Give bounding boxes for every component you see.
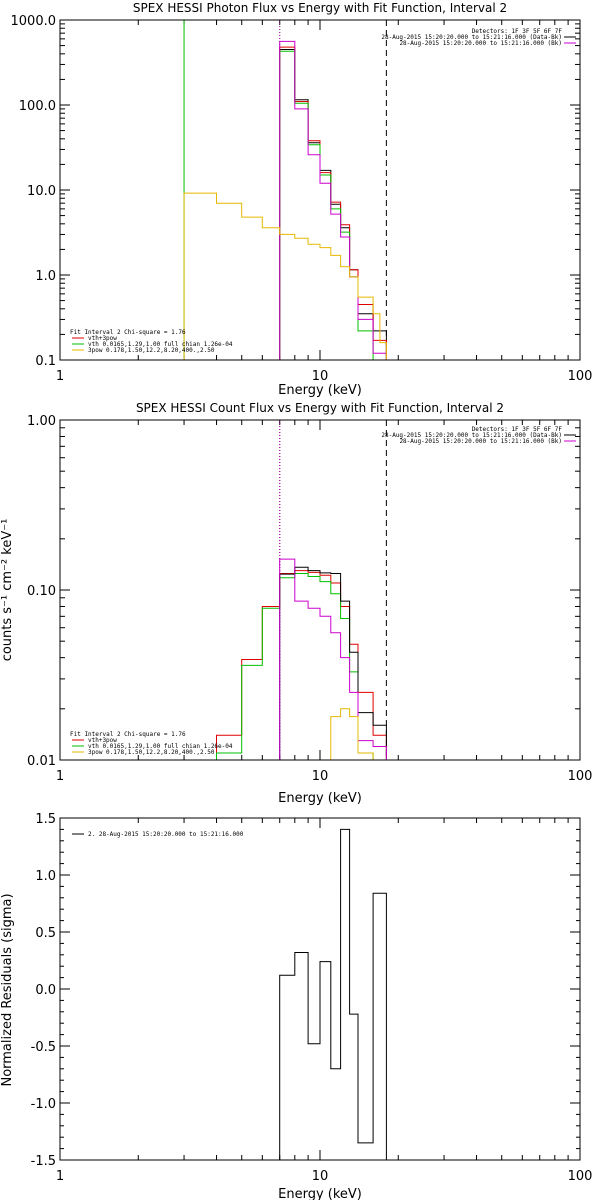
panel-2-legend-label: Fit Interval 2 Chi-square = 1.76 [70, 731, 186, 738]
series-line [279, 828, 387, 1160]
series-line [279, 50, 387, 361]
y-tick-label: 0.5 [35, 926, 56, 941]
panel-2-info-line: 28-Aug-2015 15:20:20.000 to 15:21:16.000… [381, 432, 562, 439]
panel-2-legend-label: 3pow 0.178,1.50,12.2,8.20,400.,2.50 [88, 749, 215, 756]
y-tick-label: 1.0 [35, 869, 56, 884]
panel-1-info-line: 28-Aug-2015 15:20:20.000 to 15:21:16.000… [381, 34, 562, 41]
y-tick-label: -0.5 [31, 1040, 56, 1055]
y-tick-label: 1.5 [35, 812, 56, 827]
y-tick-label: 0.01 [27, 754, 56, 769]
panel-3-xlabel: Energy (keV) [278, 1187, 362, 1200]
panel-3-legend: 2. 28-Aug-2015 15:20:20.000 to 15:21:16.… [72, 831, 244, 838]
panel-2-info-block: Detectors: 1F 3F 5F 6F 7F 28-Aug-2015 15… [381, 426, 576, 445]
panel-2-tick-group: 1 10 100 0.01 0.10 1.00 [27, 414, 592, 784]
x-tick-label: 10 [312, 769, 329, 784]
residuals-panel: Energy (keV) Normalized Residuals (sigma… [0, 812, 592, 1200]
panel-1-xlabel: Energy (keV) [278, 383, 362, 398]
y-tick-label: -1.5 [31, 1154, 56, 1169]
panel-3-legend-label: 2. 28-Aug-2015 15:20:20.000 to 15:21:16.… [88, 831, 244, 838]
series-line [330, 708, 387, 761]
panel-2-ylabel: counts s⁻¹ cm⁻² keV⁻¹ [0, 519, 15, 662]
series-line [279, 49, 387, 360]
panel-2-frame [59, 419, 581, 761]
panel-2-title: SPEX HESSI Count Flux vs Energy with Fit… [136, 401, 504, 415]
y-tick-label: 0.10 [27, 584, 56, 599]
panel-1-info-block: Detectors: 1F 3F 5F 6F 7F 28-Aug-2015 15… [381, 28, 576, 47]
panel-2-legend: Fit Interval 2 Chi-square = 1.76 vth+3po… [70, 731, 233, 756]
panel-2-series-group [216, 558, 387, 761]
y-tick-label: 1000.0 [11, 14, 57, 29]
panel-3-frame [59, 817, 581, 1161]
x-tick-label: 1 [56, 369, 64, 384]
x-tick-label: 10 [312, 369, 329, 384]
series-line [279, 46, 387, 360]
y-tick-label: 10.0 [27, 184, 56, 199]
panel-1-legend: Fit Interval 2 Chi-square = 1.76 vth+3po… [70, 329, 233, 354]
panel-1-vline-group [183, 20, 387, 360]
series-line [279, 40, 387, 360]
x-tick-label: 10 [312, 1169, 329, 1184]
panel-1-series-group [183, 40, 387, 361]
x-tick-label: 1 [56, 769, 64, 784]
y-tick-label: 1.0 [35, 269, 56, 284]
panel-1-info-line: 28-Aug-2015 15:20:20.000 to 15:21:16.000… [399, 40, 562, 47]
panel-2-vline-group [279, 420, 387, 760]
y-tick-label: 100.0 [19, 99, 56, 114]
panel-1-legend-label: vth+3pow [88, 335, 117, 342]
panel-3-series-group [279, 828, 387, 1160]
x-tick-label: 100 [568, 1169, 593, 1184]
panel-2-xlabel: Energy (keV) [278, 791, 362, 806]
x-tick-label: 100 [568, 769, 593, 784]
photon-flux-panel: SPEX HESSI Photon Flux vs Energy with Fi… [11, 1, 593, 398]
y-tick-label: 1.00 [27, 414, 56, 429]
panel-2-legend-label: vth+3pow [88, 737, 117, 744]
y-tick-label: 0.0 [35, 983, 56, 998]
series-line [279, 566, 387, 760]
y-tick-label: -1.0 [31, 1097, 56, 1112]
panel-1-info-line: Detectors: 1F 3F 5F 6F 7F [472, 28, 563, 35]
x-tick-label: 1 [56, 1169, 64, 1184]
panel-2-info-line: 28-Aug-2015 15:20:20.000 to 15:21:16.000… [399, 438, 562, 445]
panel-1-frame [59, 19, 581, 361]
series-line [279, 558, 387, 760]
panel-1-legend-label: Fit Interval 2 Chi-square = 1.76 [70, 329, 186, 336]
x-tick-label: 100 [568, 369, 593, 384]
y-tick-label: 0.1 [35, 354, 56, 369]
panel-1-legend-label: vth 0.0165,1.29,1.00 full chian 1.26e-04 [88, 341, 233, 348]
panel-1-legend-label: 3pow 0.178,1.50,12.2,8.20,400.,2.50 [88, 347, 215, 354]
panel-3-ylabel: Normalized Residuals (sigma) [0, 893, 15, 1086]
panel-1-title: SPEX HESSI Photon Flux vs Energy with Fi… [133, 1, 507, 15]
panel-3-tick-group: 1 10 100 -1.5 -1.0 -0.5 0.0 0.5 1.0 1.5 [31, 812, 593, 1184]
panel-2-info-line: Detectors: 1F 3F 5F 6F 7F [472, 426, 563, 433]
series-line [183, 192, 387, 360]
panel-2-legend-label: vth 0.0165,1.29,1.00 full chian 1.26e-04 [88, 743, 233, 750]
count-flux-panel: SPEX HESSI Count Flux vs Energy with Fit… [0, 401, 592, 806]
